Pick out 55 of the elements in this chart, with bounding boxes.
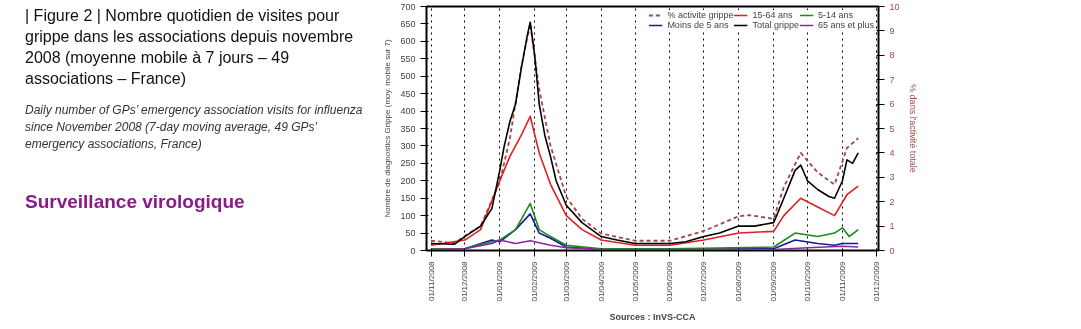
x-tick-label: 01/01/2009	[495, 260, 505, 302]
x-tick-label: 01/06/2009	[665, 260, 675, 302]
y-tick-label: 500	[400, 71, 416, 82]
y2-tick-label: 0	[889, 245, 895, 256]
x-tick-label: 01/08/2009	[734, 260, 744, 302]
x-tick-label: 01/03/2009	[561, 260, 571, 302]
x-tick-label: 01/11/2009	[837, 260, 847, 301]
x-tick-label: 01/10/2009	[802, 260, 812, 302]
y2-tick-label: 5	[889, 123, 895, 134]
y-tick-label: 50	[405, 228, 416, 239]
x-tick-label: 01/12/2008	[460, 260, 470, 302]
x-tick-label: 01/02/2009	[530, 260, 540, 302]
x-tick-label: 01/09/2009	[769, 260, 779, 302]
y-tick-label: 200	[400, 175, 416, 186]
legend-label: % activite grippe	[667, 10, 734, 20]
y2-tick-label: 1	[889, 221, 895, 232]
x-tick-label: 01/11/2008	[426, 260, 436, 301]
y2-tick-label: 9	[889, 25, 895, 36]
legend-label: Moins de 5 ans	[667, 20, 729, 30]
line-series	[430, 115, 860, 247]
y2-tick-label: 6	[889, 99, 895, 110]
legend-label: 15-64 ans	[752, 10, 793, 20]
y2-tick-label: 2	[889, 196, 895, 207]
legend-label: 65 ans et plus	[817, 20, 874, 30]
y2-tick-label: 10	[889, 1, 900, 12]
line-series	[430, 239, 860, 251]
y-tick-label: 150	[400, 193, 416, 204]
y-tick-label: 650	[400, 18, 416, 29]
legend-label: 5-14 ans	[817, 10, 853, 20]
y2-tick-label: 3	[889, 172, 895, 183]
y-tick-label: 350	[400, 123, 416, 134]
y-tick-label: 550	[400, 53, 416, 64]
text: Surveillance virologique	[25, 190, 245, 215]
y2-tick-label: 7	[889, 74, 895, 85]
line-series	[430, 202, 860, 250]
y-tick-label: 100	[400, 210, 416, 221]
y-tick-label: 700	[400, 1, 416, 12]
y-tick-label: 300	[400, 140, 416, 151]
x-tick-label: 01/07/2009	[699, 260, 709, 302]
text: Daily number of GPs’ emergency association visits for influenza since November 2008 (7-day moving average, 49 GPs’ emergency associations, France)	[25, 102, 364, 154]
y-tick-label: 450	[400, 88, 416, 99]
y-tick-label: 600	[400, 36, 416, 47]
y-tick-label: 400	[400, 106, 416, 117]
x-tick-label: 01/04/2009	[596, 260, 606, 302]
x-tick-label: 01/05/2009	[630, 260, 640, 302]
y2-tick-label: 4	[889, 147, 895, 158]
text: | Figure 2 | Nombre quotidien de visites pour grippe dans les associations depuis novembre 2008 (moyenne mobile à 7 jours – 49 associations – France)	[25, 6, 355, 89]
source-note: Sources : InVS-CCA	[609, 311, 697, 322]
y2-axis-title: % dans l'activité totale	[907, 84, 918, 173]
y-tick-label: 0	[410, 245, 416, 256]
y-tick-label: 250	[400, 158, 416, 169]
x-tick-label: 01/12/2009	[871, 260, 881, 302]
y2-tick-label: 8	[889, 50, 895, 61]
legend-label: Total grippe	[752, 20, 799, 30]
y-axis-title: Nombre de diagnostics Grippe (moy. mobile sur 7)	[383, 39, 393, 218]
